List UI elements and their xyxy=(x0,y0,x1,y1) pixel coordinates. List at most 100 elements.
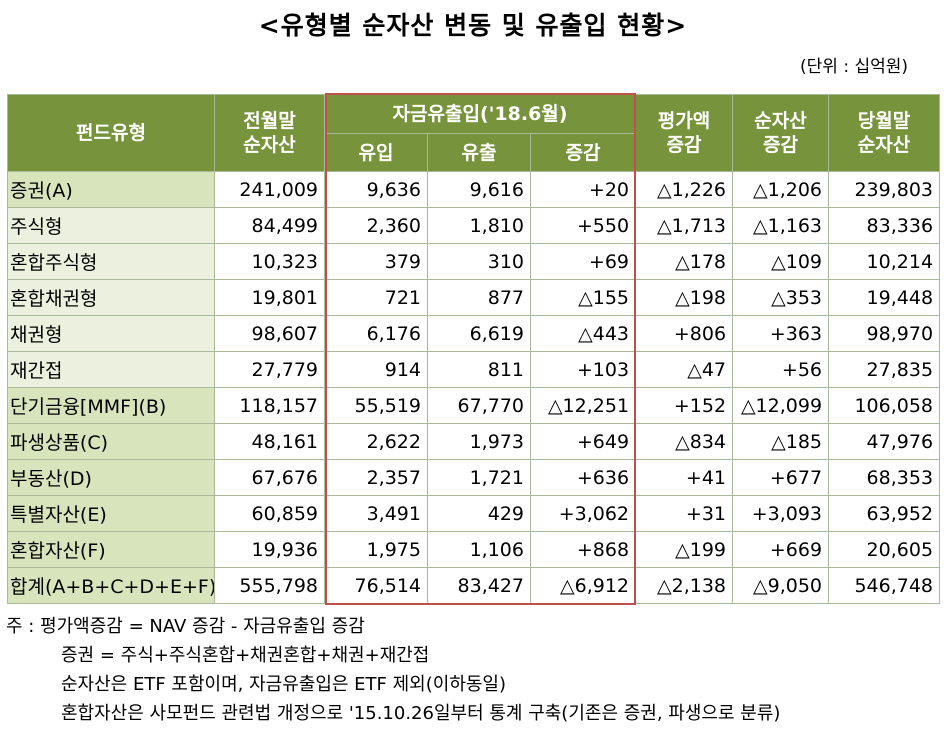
fund-type-cell: 부동산(D) xyxy=(7,459,215,496)
value-cell: △109 xyxy=(732,243,830,280)
value-cell: 2,357 xyxy=(324,459,428,496)
table-row: 파생상품(C) 48,161 2,622 1,973 +649 △834 △185 47,97… xyxy=(7,423,941,460)
value-cell: 2,360 xyxy=(324,207,428,244)
value-cell: 6,176 xyxy=(324,315,428,352)
value-cell: +363 xyxy=(732,315,830,352)
value-cell: 1,973 xyxy=(427,423,531,460)
value-cell: 47,976 xyxy=(828,423,941,460)
table-row: 혼합자산(F) 19,936 1,975 1,106 +868 △199 +669 20,60… xyxy=(7,531,941,568)
table-row: 채권형 98,607 6,176 6,619 △443 +806 +363 98,970 xyxy=(7,315,941,352)
value-cell: △834 xyxy=(635,423,734,460)
table-row: 혼합채권형 19,801 721 877 △155 △198 △353 19,448 xyxy=(7,279,941,316)
value-cell: +649 xyxy=(529,423,637,460)
value-cell: 241,009 xyxy=(214,171,325,208)
fund-type-cell: 단기금융[MMF](B) xyxy=(7,387,215,424)
page-title: <유형별 순자산 변동 및 유출입 현황> xyxy=(258,11,688,40)
value-cell: 19,936 xyxy=(214,531,325,568)
value-cell: +669 xyxy=(732,531,830,568)
fund-type-cell: 특별자산(E) xyxy=(7,495,215,532)
value-cell: △155 xyxy=(529,279,637,316)
value-cell: +3,062 xyxy=(529,495,637,532)
header-outflow: 유출 xyxy=(427,133,531,172)
value-cell: 63,952 xyxy=(828,495,941,532)
value-cell: 3,491 xyxy=(324,495,428,532)
value-cell: 10,323 xyxy=(214,243,325,280)
value-cell: △199 xyxy=(635,531,734,568)
value-cell: △185 xyxy=(732,423,830,460)
value-cell: 118,157 xyxy=(214,387,325,424)
value-cell: 721 xyxy=(324,279,428,316)
value-cell: +103 xyxy=(529,351,637,388)
header-fund-type: 펀드유형 xyxy=(7,94,215,172)
value-cell: 1,975 xyxy=(324,531,428,568)
header-valuation-change: 평가액 증감 xyxy=(635,94,734,172)
table-row: 혼합주식형 10,323 379 310 +69 △178 △109 10,214 xyxy=(7,243,941,280)
value-cell: 27,779 xyxy=(214,351,325,388)
value-cell: +41 xyxy=(635,459,734,496)
value-cell: △178 xyxy=(635,243,734,280)
value-cell: +3,093 xyxy=(732,495,830,532)
header-curr-net-assets: 당월말 순자산 xyxy=(828,94,941,172)
value-cell: 239,803 xyxy=(828,171,941,208)
value-cell: △12,099 xyxy=(732,387,830,424)
value-cell: +806 xyxy=(635,315,734,352)
footnote: 순자산은 ETF 포함이며, 자금유출입은 ETF 제외(이하동일) xyxy=(61,674,507,695)
value-cell: 429 xyxy=(427,495,531,532)
table-body: 증권(A) 241,009 9,636 9,616 +20 △1,226 △1,206 239… xyxy=(7,171,941,604)
value-cell: 6,619 xyxy=(427,315,531,352)
fund-type-cell: 주식형 xyxy=(7,207,215,244)
value-cell: 98,607 xyxy=(214,315,325,352)
value-cell: +550 xyxy=(529,207,637,244)
value-cell: 48,161 xyxy=(214,423,325,460)
value-cell: △2,138 xyxy=(635,567,734,604)
value-cell: 67,676 xyxy=(214,459,325,496)
value-cell: 546,748 xyxy=(828,567,941,604)
value-cell: 379 xyxy=(324,243,428,280)
value-cell: 76,514 xyxy=(324,567,428,604)
value-cell: 1,721 xyxy=(427,459,531,496)
value-cell: △9,050 xyxy=(732,567,830,604)
value-cell: 10,214 xyxy=(828,243,941,280)
value-cell: +69 xyxy=(529,243,637,280)
value-cell: +636 xyxy=(529,459,637,496)
value-cell: +152 xyxy=(635,387,734,424)
fund-type-cell: 혼합자산(F) xyxy=(7,531,215,568)
value-cell: △1,206 xyxy=(732,171,830,208)
value-cell: △198 xyxy=(635,279,734,316)
header-flow-group: 자금유출입('18.6월) xyxy=(323,94,637,134)
fund-type-cell: 채권형 xyxy=(7,315,215,352)
value-cell: 55,519 xyxy=(324,387,428,424)
value-cell: 60,859 xyxy=(214,495,325,532)
value-cell: +20 xyxy=(529,171,637,208)
value-cell: 9,636 xyxy=(324,171,428,208)
fund-type-cell: 파생상품(C) xyxy=(7,423,215,460)
table-row: 주식형 84,499 2,360 1,810 +550 △1,713 △1,163 83,33… xyxy=(7,207,941,244)
unit-label: (단위 : 십억원) xyxy=(800,57,908,77)
value-cell: △443 xyxy=(529,315,637,352)
value-cell: △353 xyxy=(732,279,830,316)
value-cell: 27,835 xyxy=(828,351,941,388)
table-row: 특별자산(E) 60,859 3,491 429 +3,062 +31 +3,093 63,9… xyxy=(7,495,941,532)
header-inflow: 유입 xyxy=(324,133,428,172)
footnote: 혼합자산은 사모펀드 관련법 개정으로 '15.10.26일부터 통계 구축(기… xyxy=(61,703,781,724)
value-cell: 67,770 xyxy=(427,387,531,424)
value-cell: 19,448 xyxy=(828,279,941,316)
footnote: 주 : 평가액증감 = NAV 증감 - 자금유출입 증감 xyxy=(6,616,365,637)
fund-type-cell: 합계(A+B+C+D+E+F) xyxy=(7,567,215,604)
header-net-asset-change: 순자산 증감 xyxy=(732,94,830,172)
value-cell: 914 xyxy=(324,351,428,388)
value-cell: 1,810 xyxy=(427,207,531,244)
value-cell: 68,353 xyxy=(828,459,941,496)
fund-flow-table: 펀드유형 전월말 순자산 자금유출입('18.6월) 평가액 증감 순자산 증감 당월… xyxy=(7,94,941,604)
value-cell: 19,801 xyxy=(214,279,325,316)
value-cell: 877 xyxy=(427,279,531,316)
header-prev-net-assets: 전월말 순자산 xyxy=(214,94,325,172)
header-flow-change: 증감 xyxy=(529,133,637,172)
value-cell: 2,622 xyxy=(324,423,428,460)
value-cell: 84,499 xyxy=(214,207,325,244)
value-cell: 1,106 xyxy=(427,531,531,568)
value-cell: △47 xyxy=(635,351,734,388)
value-cell: +56 xyxy=(732,351,830,388)
footnotes: 주 : 평가액증감 = NAV 증감 - 자금유출입 증감 증권 = 주식+주식… xyxy=(6,612,780,728)
fund-type-cell: 재간접 xyxy=(7,351,215,388)
